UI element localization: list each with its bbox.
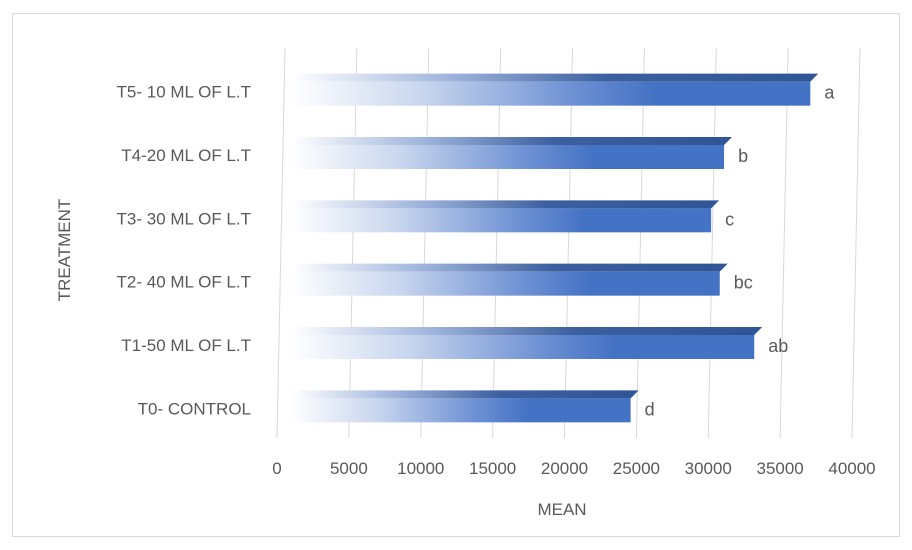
x-tick-label: 15000 bbox=[469, 459, 516, 478]
gridline bbox=[635, 47, 645, 439]
y-category-label: T5- 10 ML OF L.T bbox=[117, 83, 251, 102]
x-tick-label: 0 bbox=[272, 459, 281, 478]
bar-top-face bbox=[291, 73, 819, 82]
y-category-label: T1-50 ML OF L.T bbox=[121, 336, 251, 355]
gridline bbox=[851, 47, 861, 439]
gridline bbox=[492, 47, 502, 439]
bar-top-face bbox=[291, 390, 639, 399]
gridline bbox=[707, 47, 717, 439]
bar-data-label: a bbox=[824, 83, 835, 103]
bar bbox=[291, 145, 725, 169]
bar-data-label: c bbox=[725, 209, 734, 229]
y-category-label: T2- 40 ML OF L.T bbox=[117, 273, 251, 292]
x-tick-label: 40000 bbox=[828, 459, 875, 478]
y-axis-title: TREATMENT bbox=[55, 199, 74, 302]
bar-data-label: ab bbox=[768, 336, 788, 356]
gridline bbox=[779, 47, 789, 439]
bar bbox=[291, 271, 720, 296]
gridline bbox=[420, 47, 430, 439]
bar bbox=[291, 398, 631, 423]
x-axis-title: MEAN bbox=[537, 500, 586, 519]
gridline bbox=[276, 47, 286, 439]
y-category-label: T0- CONTROL bbox=[138, 399, 251, 418]
bar-top-face bbox=[291, 200, 720, 209]
bars bbox=[291, 73, 819, 423]
x-tick-label: 30000 bbox=[685, 459, 732, 478]
bar bbox=[291, 81, 811, 106]
gridline bbox=[348, 47, 358, 439]
gridline bbox=[564, 47, 573, 439]
bar-top-face bbox=[291, 327, 763, 335]
labels: 0 5000 10000 15000 20000 25000 30000 35000 40000… bbox=[117, 83, 876, 478]
bar bbox=[291, 208, 712, 233]
y-category-label: T4-20 ML OF L.T bbox=[121, 146, 251, 165]
x-tick-label: 5000 bbox=[330, 459, 368, 478]
bar-data-label: bc bbox=[734, 273, 753, 293]
x-tick-label: 10000 bbox=[397, 459, 444, 478]
bar bbox=[291, 335, 755, 359]
bar-data-label: d bbox=[645, 399, 655, 419]
x-tick-label: 25000 bbox=[613, 459, 660, 478]
gridlines bbox=[276, 47, 861, 439]
bar-data-label: b bbox=[738, 146, 748, 166]
bar-top-face bbox=[291, 137, 733, 145]
x-tick-label: 35000 bbox=[756, 459, 803, 478]
x-tick-label: 20000 bbox=[541, 459, 588, 478]
y-category-label: T3- 30 ML OF L.T bbox=[117, 209, 251, 228]
bar-top-face bbox=[291, 263, 728, 272]
